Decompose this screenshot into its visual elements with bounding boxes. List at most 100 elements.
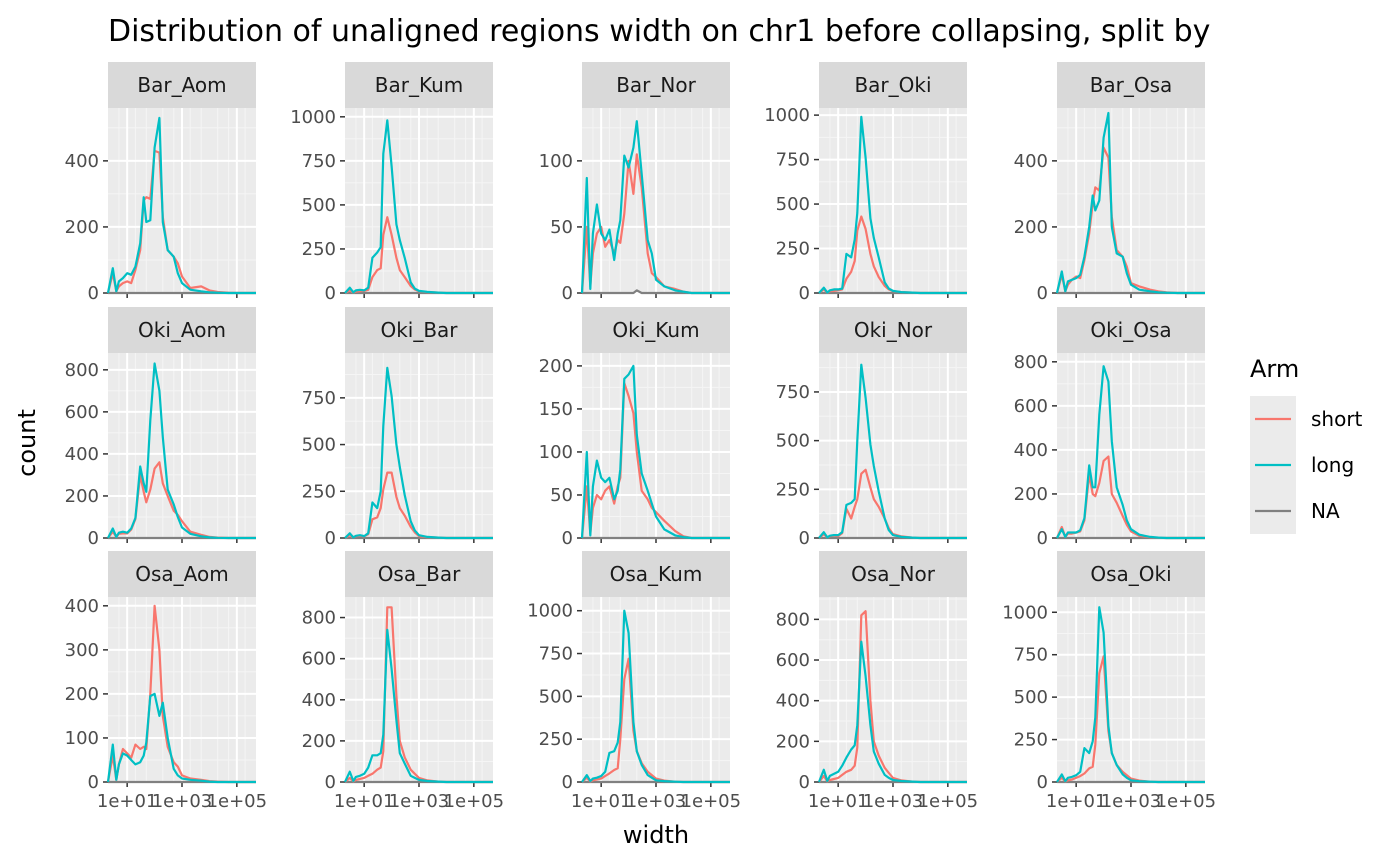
- y-tick-label: 800: [776, 609, 810, 630]
- facet-strip-label: Bar_Aom: [137, 73, 226, 97]
- panel-Bar_Aom: Bar_Aom 0 200 400: [65, 62, 256, 304]
- y-tick-label: 500: [1014, 687, 1048, 708]
- series-line-long: [344, 628, 493, 784]
- y-tick-label: 100: [65, 728, 99, 749]
- y-tick-label: 600: [302, 649, 336, 670]
- y-tick-label: 750: [302, 151, 336, 172]
- panel-Oki_Osa: Oki_Osa 0 200 400 600 800: [1014, 307, 1205, 549]
- legend-label-NA: NA: [1311, 499, 1340, 523]
- y-tick-label: 0: [562, 772, 573, 793]
- x-tick-label: 1e+01: [334, 791, 395, 812]
- facet-strip: [819, 307, 967, 353]
- y-tick-label: 250: [539, 729, 573, 750]
- y-tick-label: 750: [776, 382, 810, 403]
- facet-strip-label: Osa_Oki: [1090, 562, 1171, 586]
- y-tick-label: 200: [302, 731, 336, 752]
- x-tick-label: 1e+05: [444, 791, 505, 812]
- x-tick-label: 1e+03: [626, 791, 687, 812]
- facet-strip-label: Bar_Nor: [616, 73, 696, 97]
- series-line-long: [1056, 606, 1205, 784]
- series-line-long: [818, 115, 967, 295]
- y-tick-label: 600: [65, 402, 99, 423]
- x-tick-label: 1e+03: [152, 791, 213, 812]
- series-line-long: [580, 120, 730, 295]
- y-tick-label: 400: [302, 690, 336, 711]
- panel-Oki_Aom: Oki_Aom 0 200 400 600 800: [65, 307, 256, 549]
- facet-strip-label: Bar_Oki: [854, 73, 931, 97]
- y-tick-label: 200: [65, 217, 99, 238]
- facet-strip: [345, 62, 493, 108]
- y-tick-label: 200: [65, 684, 99, 705]
- y-tick-label: 0: [88, 772, 99, 793]
- series-line-long: [106, 116, 256, 295]
- y-tick-label: 750: [1014, 645, 1048, 666]
- y-tick-label: 0: [1037, 772, 1048, 793]
- x-tick-label: 1e+03: [389, 791, 450, 812]
- y-tick-label: 400: [65, 444, 99, 465]
- y-tick-label: 400: [1014, 151, 1048, 172]
- legend-title: Arm: [1250, 355, 1299, 383]
- facet-strip-label: Oki_Nor: [854, 318, 933, 342]
- panel-Bar_Osa: Bar_Osa 0 200 400: [1014, 62, 1205, 304]
- y-tick-label: 400: [1014, 440, 1048, 461]
- series-line-long: [818, 363, 967, 540]
- x-tick-label: 1e+01: [808, 791, 869, 812]
- y-tick-label: 250: [302, 239, 336, 260]
- facet-strip-label: Osa_Bar: [378, 562, 461, 586]
- panel-Bar_Kum: Bar_Kum 0 250 500 750 1000: [290, 62, 493, 304]
- facet-strip-label: Osa_Nor: [851, 562, 936, 586]
- facet-strip: [582, 307, 730, 353]
- facet-strip: [1057, 307, 1205, 353]
- y-tick-label: 500: [302, 195, 336, 216]
- y-tick-label: 1000: [527, 601, 573, 622]
- panel-Bar_Oki: Bar_Oki 0 250 500 750 1000: [764, 62, 967, 304]
- y-tick-label: 0: [325, 772, 336, 793]
- series-line-long: [581, 609, 730, 784]
- facet-strip: [819, 62, 967, 108]
- y-tick-label: 0: [325, 283, 336, 304]
- facet-strip-label: Oki_Osa: [1090, 318, 1171, 342]
- panel-Oki_Bar: Oki_Bar 0 250 500 750: [302, 307, 493, 549]
- y-tick-label: 1000: [290, 107, 336, 128]
- series-line-long: [344, 366, 493, 540]
- facet-strip: [345, 307, 493, 353]
- facet-strip: [819, 551, 967, 597]
- legend: Arm short long NA: [1250, 355, 1363, 534]
- x-tick-label: 1e+05: [1156, 791, 1217, 812]
- y-tick-label: 0: [799, 283, 810, 304]
- facet-strip-label: Oki_Kum: [612, 318, 699, 342]
- facet-strip-label: Osa_Kum: [610, 562, 703, 586]
- y-tick-label: 50: [550, 485, 573, 506]
- facet-strip: [582, 551, 730, 597]
- facet-strip-label: Oki_Bar: [380, 318, 458, 342]
- y-tick-label: 400: [65, 596, 99, 617]
- y-tick-label: 0: [88, 528, 99, 549]
- y-tick-label: 100: [539, 151, 573, 172]
- y-tick-label: 150: [539, 399, 573, 420]
- y-tick-label: 800: [302, 608, 336, 629]
- y-tick-label: 600: [1014, 396, 1048, 417]
- x-tick-label: 1e+05: [918, 791, 979, 812]
- y-tick-label: 0: [799, 528, 810, 549]
- facet-strip-label: Bar_Osa: [1090, 73, 1173, 97]
- y-tick-label: 200: [539, 356, 573, 377]
- y-tick-label: 400: [65, 151, 99, 172]
- panel-Oki_Nor: Oki_Nor 0 250 500 750: [776, 307, 967, 549]
- y-tick-label: 200: [1014, 217, 1048, 238]
- facet-strip: [1057, 551, 1205, 597]
- x-axis-title: width: [623, 821, 689, 849]
- y-tick-label: 200: [776, 731, 810, 752]
- y-tick-label: 250: [1014, 730, 1048, 751]
- chart-title: Distribution of unaligned regions width …: [108, 14, 1210, 49]
- x-tick-label: 1e+03: [1101, 791, 1162, 812]
- y-tick-label: 750: [302, 388, 336, 409]
- facet-strip-label: Oki_Aom: [138, 318, 226, 342]
- y-tick-label: 500: [776, 194, 810, 215]
- facet-strip: [345, 551, 493, 597]
- y-tick-label: 50: [550, 217, 573, 238]
- series-line-long: [580, 364, 730, 540]
